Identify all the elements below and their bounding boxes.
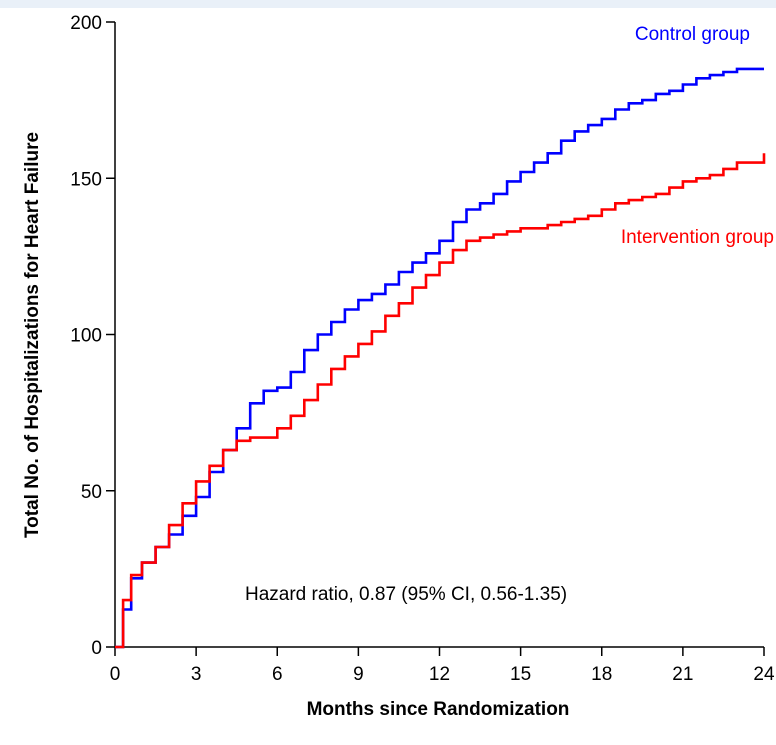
series-label-control: Control group	[635, 24, 750, 45]
x-tick-label: 3	[191, 664, 202, 685]
y-axis: 0 50 100 150 200	[70, 13, 116, 659]
y-tick-label: 100	[70, 326, 102, 347]
y-tick-label: 200	[70, 13, 102, 34]
x-axis: 0 3 6 9 12 15 18 21 24	[110, 646, 775, 685]
x-tick-label: 0	[110, 664, 121, 685]
series-label-intervention: Intervention group	[621, 227, 774, 248]
x-tick-label: 18	[591, 664, 612, 685]
series-line-control	[115, 67, 764, 649]
y-axis-title: Total No. of Hospitalizations for Heart …	[22, 132, 43, 538]
y-tick-label: 0	[91, 638, 102, 659]
x-tick-label: 24	[753, 664, 775, 685]
x-tick-label: 15	[510, 664, 531, 685]
y-tick-label: 150	[70, 169, 102, 190]
series-line-intervention	[115, 153, 766, 649]
top-strip	[0, 0, 776, 8]
x-tick-label: 12	[429, 664, 450, 685]
hazard-ratio-annotation: Hazard ratio, 0.87 (95% CI, 0.56-1.35)	[245, 584, 567, 605]
y-tick-label: 50	[81, 482, 102, 503]
x-axis-title: Months since Randomization	[307, 699, 570, 720]
x-tick-label: 6	[272, 664, 283, 685]
x-tick-label: 9	[353, 664, 364, 685]
series-lines	[115, 67, 766, 649]
x-tick-label: 21	[672, 664, 693, 685]
